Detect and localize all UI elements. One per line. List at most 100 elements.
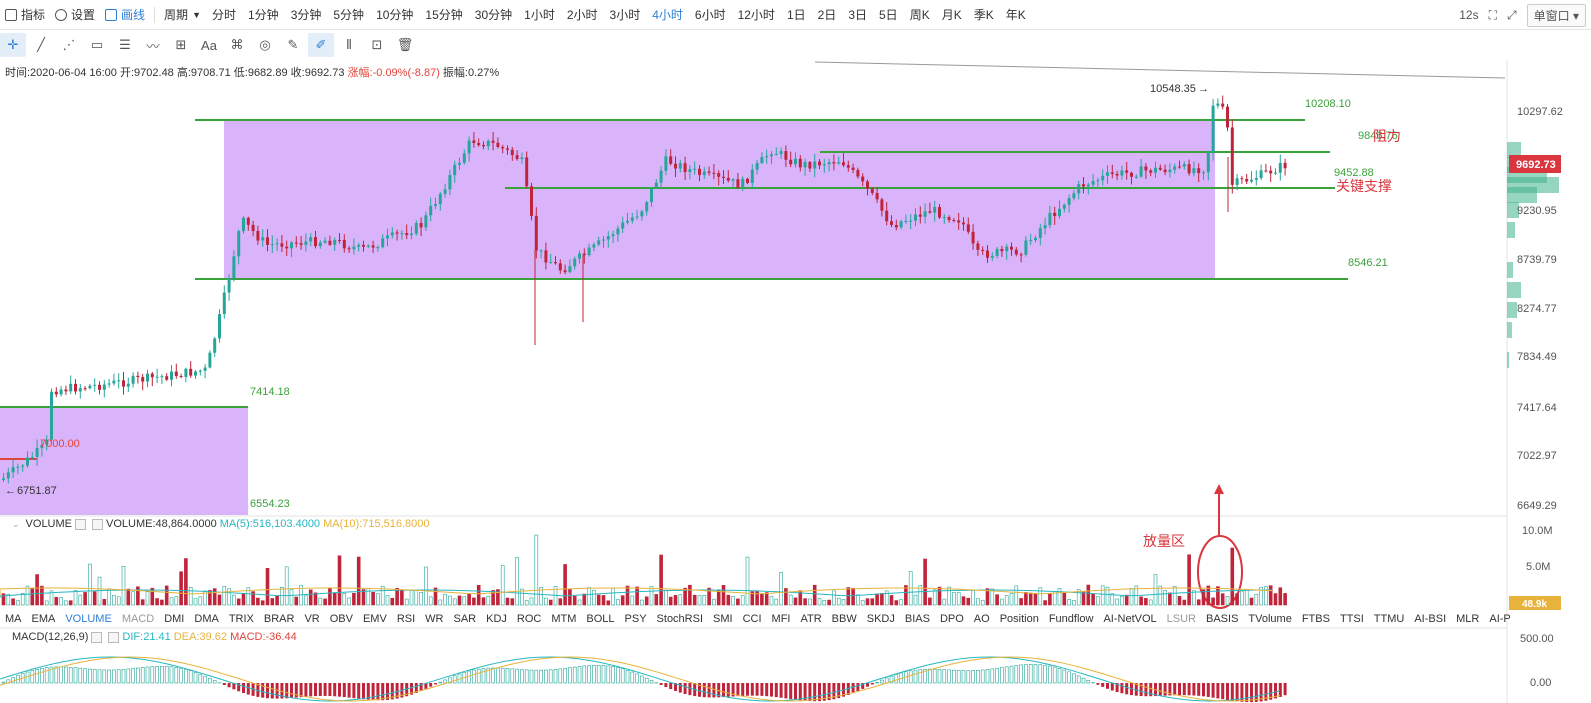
indicator-tab-0[interactable]: MA bbox=[5, 613, 22, 625]
collapse-icon[interactable]: ⌄ bbox=[12, 518, 20, 529]
refresh-interval[interactable]: 12s bbox=[1459, 8, 1479, 22]
period-20[interactable]: 年K bbox=[1005, 7, 1026, 22]
indicator-tab-3[interactable]: MACD bbox=[121, 613, 155, 625]
indicator-tab-35[interactable]: FTBS bbox=[1301, 613, 1330, 625]
trend-line-icon[interactable]: ╱ bbox=[37, 37, 45, 52]
indicator-tab-15[interactable]: ROC bbox=[516, 613, 542, 625]
indicator-tab-14[interactable]: KDJ bbox=[486, 613, 507, 625]
macd-bar bbox=[870, 683, 874, 685]
indicator-tab-17[interactable]: BOLL bbox=[586, 613, 615, 625]
indicator-tab-34[interactable]: TVolume bbox=[1248, 613, 1292, 625]
indicator-tab-16[interactable]: MTM bbox=[551, 613, 577, 625]
period-6[interactable]: 30分钟 bbox=[474, 7, 513, 22]
draw-button[interactable]: 画线 bbox=[100, 0, 150, 30]
indicator-tab-31[interactable]: AI-NetVOL bbox=[1103, 613, 1157, 625]
indicator-tab-1[interactable]: EMA bbox=[31, 613, 56, 625]
indicator-tab-9[interactable]: OBV bbox=[329, 613, 353, 625]
period-0[interactable]: 分时 bbox=[211, 7, 236, 22]
indicator-tab-5[interactable]: DMA bbox=[194, 613, 219, 625]
period-2[interactable]: 3分钟 bbox=[290, 7, 322, 22]
indicator-tab-6[interactable]: TRIX bbox=[228, 613, 254, 625]
trend-line[interactable] bbox=[814, 61, 1506, 79]
volume-highlight-ellipse[interactable] bbox=[1197, 535, 1243, 609]
volume-bar bbox=[208, 590, 212, 606]
expand-icon[interactable]: ⤢ bbox=[1507, 7, 1517, 22]
fib-icon[interactable]: ⦀ bbox=[346, 37, 352, 52]
indicator-tab-18[interactable]: PSY bbox=[624, 613, 647, 625]
indicator-tab-37[interactable]: TTMU bbox=[1373, 613, 1405, 625]
indicator-tab-13[interactable]: SAR bbox=[453, 613, 477, 625]
period-dropdown[interactable]: 周期 ▼ bbox=[164, 8, 201, 22]
period-4[interactable]: 10分钟 bbox=[376, 7, 414, 22]
period-17[interactable]: 周K bbox=[909, 7, 930, 22]
indicator-tab-25[interactable]: SKDJ bbox=[866, 613, 895, 625]
indicator-tab-7[interactable]: BRAR bbox=[263, 613, 295, 625]
ruler-icon[interactable]: ✎ bbox=[287, 37, 299, 52]
indicator-tab-10[interactable]: EMV bbox=[362, 613, 387, 625]
period-11[interactable]: 6小时 bbox=[694, 7, 726, 22]
period-19[interactable]: 季K bbox=[973, 7, 994, 22]
indicator-tab-27[interactable]: DPO bbox=[939, 613, 964, 625]
magnet-icon[interactable]: ◎ bbox=[259, 37, 271, 52]
indicator-tab-20[interactable]: SMI bbox=[713, 613, 733, 625]
macd-bar bbox=[424, 683, 428, 689]
horizontal-line-icon[interactable]: ☰ bbox=[119, 37, 131, 52]
indicator-tab-22[interactable]: MFI bbox=[771, 613, 791, 625]
indicator-tab-23[interactable]: ATR bbox=[800, 613, 822, 625]
indicator-tab-32[interactable]: LSUR bbox=[1166, 613, 1196, 625]
settings-button[interactable]: 设置 bbox=[50, 0, 100, 30]
lower-zone[interactable] bbox=[0, 407, 248, 515]
indicator-tab-26[interactable]: BIAS bbox=[904, 613, 930, 625]
indicator-tab-24[interactable]: BBW bbox=[831, 613, 857, 625]
indicator-tab-30[interactable]: Fundflow bbox=[1048, 613, 1094, 625]
close-icon[interactable] bbox=[108, 631, 120, 643]
settings-icon[interactable] bbox=[91, 631, 103, 643]
wave-icon[interactable]: 〰 bbox=[146, 38, 160, 54]
indicator-tab-4[interactable]: DMI bbox=[164, 613, 185, 625]
lock-icon[interactable]: ⊡ bbox=[371, 37, 383, 52]
indicator-tab-8[interactable]: VR bbox=[304, 613, 320, 625]
period-16[interactable]: 5日 bbox=[879, 7, 898, 22]
indicator-tab-2[interactable]: VOLUME bbox=[65, 613, 112, 625]
indicator-tab-40[interactable]: AI-PD bbox=[1489, 613, 1510, 625]
indicator-tab-19[interactable]: StochRSI bbox=[656, 613, 704, 625]
indicator-tab-33[interactable]: BASIS bbox=[1206, 613, 1239, 625]
volume-bar bbox=[966, 597, 971, 606]
rectangle-icon[interactable]: ▭ bbox=[90, 37, 104, 52]
indicator-tab-12[interactable]: WR bbox=[425, 613, 444, 625]
window-mode-button[interactable]: 单窗口 ▾ bbox=[1526, 3, 1586, 27]
close-icon[interactable] bbox=[92, 518, 104, 530]
indicator-tab-39[interactable]: MLR bbox=[1456, 613, 1480, 625]
period-15[interactable]: 3日 bbox=[848, 7, 867, 22]
indicator-tab-11[interactable]: RSI bbox=[396, 613, 416, 625]
period-18[interactable]: 月K bbox=[941, 7, 962, 22]
measure-icon[interactable]: ⊞ bbox=[175, 37, 187, 52]
volume-bar bbox=[1244, 589, 1249, 606]
indicator-tab-36[interactable]: TTSI bbox=[1339, 613, 1364, 625]
period-10[interactable]: 4小时 bbox=[652, 7, 683, 22]
text-icon[interactable]: Aa bbox=[201, 37, 217, 53]
crosshair-icon[interactable]: ✛ bbox=[0, 33, 26, 57]
period-1[interactable]: 1分钟 bbox=[248, 7, 279, 22]
period-8[interactable]: 2小时 bbox=[566, 7, 598, 22]
period-7[interactable]: 1小时 bbox=[524, 7, 555, 22]
fullscreen-icon[interactable]: ⛶ bbox=[1488, 7, 1498, 22]
period-5[interactable]: 15分钟 bbox=[425, 7, 463, 22]
period-14[interactable]: 2日 bbox=[817, 7, 837, 22]
indicator-tab-28[interactable]: AO bbox=[973, 613, 990, 625]
consolidation-zone[interactable] bbox=[224, 120, 1215, 280]
macd-bar bbox=[707, 683, 711, 698]
period-13[interactable]: 1日 bbox=[786, 7, 806, 22]
trash-icon[interactable]: 🗑 bbox=[396, 37, 414, 52]
indicator-tab-21[interactable]: CCI bbox=[742, 613, 762, 625]
pen-icon[interactable]: ✐ bbox=[308, 33, 334, 57]
settings-icon[interactable] bbox=[75, 518, 87, 530]
period-12[interactable]: 12小时 bbox=[737, 7, 775, 22]
indicator-button[interactable]: 指标 bbox=[0, 0, 50, 30]
period-9[interactable]: 3小时 bbox=[609, 7, 641, 22]
indicator-tab-29[interactable]: Position bbox=[999, 613, 1039, 625]
multi-line-icon[interactable]: ⋰ bbox=[62, 37, 76, 52]
period-3[interactable]: 5分钟 bbox=[333, 7, 365, 22]
indicator-tab-38[interactable]: AI-BSI bbox=[1414, 613, 1447, 625]
pattern-icon[interactable]: ⌘ bbox=[230, 37, 244, 52]
